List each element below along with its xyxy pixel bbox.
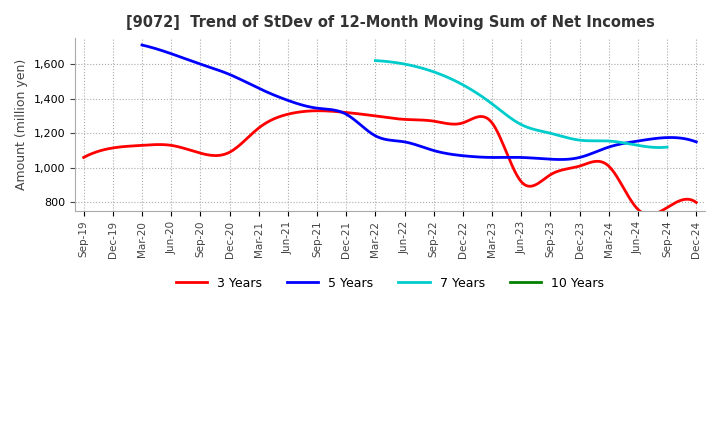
- 5 Years: [466, 154, 474, 159]
- 3 Years: [444, 121, 453, 126]
- 5 Years: [138, 42, 146, 48]
- Line: 5 Years: 5 Years: [142, 45, 696, 159]
- 3 Years: [79, 155, 88, 160]
- 5 Years: [607, 144, 616, 149]
- 5 Years: [477, 154, 485, 160]
- Line: 3 Years: 3 Years: [84, 111, 696, 215]
- 5 Years: [642, 137, 650, 143]
- 3 Years: [645, 212, 654, 217]
- Title: [9072]  Trend of StDev of 12-Month Moving Sum of Net Incomes: [9072] Trend of StDev of 12-Month Moving…: [125, 15, 654, 30]
- 3 Years: [456, 121, 465, 126]
- 5 Years: [140, 43, 148, 48]
- 5 Years: [692, 139, 701, 144]
- 3 Years: [598, 159, 606, 165]
- 7 Years: [544, 130, 552, 136]
- 3 Years: [315, 108, 323, 114]
- 7 Years: [655, 145, 664, 150]
- 3 Years: [81, 154, 90, 159]
- 7 Years: [545, 130, 554, 136]
- 3 Years: [692, 200, 701, 205]
- 7 Years: [549, 132, 558, 137]
- Line: 7 Years: 7 Years: [375, 61, 667, 147]
- 7 Years: [617, 140, 626, 145]
- Legend: 3 Years, 5 Years, 7 Years, 10 Years: 3 Years, 5 Years, 7 Years, 10 Years: [171, 272, 609, 295]
- 3 Years: [636, 209, 645, 214]
- 7 Years: [636, 143, 644, 148]
- 5 Years: [557, 157, 565, 162]
- 7 Years: [371, 58, 379, 63]
- 5 Years: [467, 154, 476, 159]
- 7 Years: [372, 58, 381, 63]
- Y-axis label: Amount (million yen): Amount (million yen): [15, 59, 28, 190]
- 7 Years: [662, 144, 671, 150]
- 3 Years: [446, 121, 455, 127]
